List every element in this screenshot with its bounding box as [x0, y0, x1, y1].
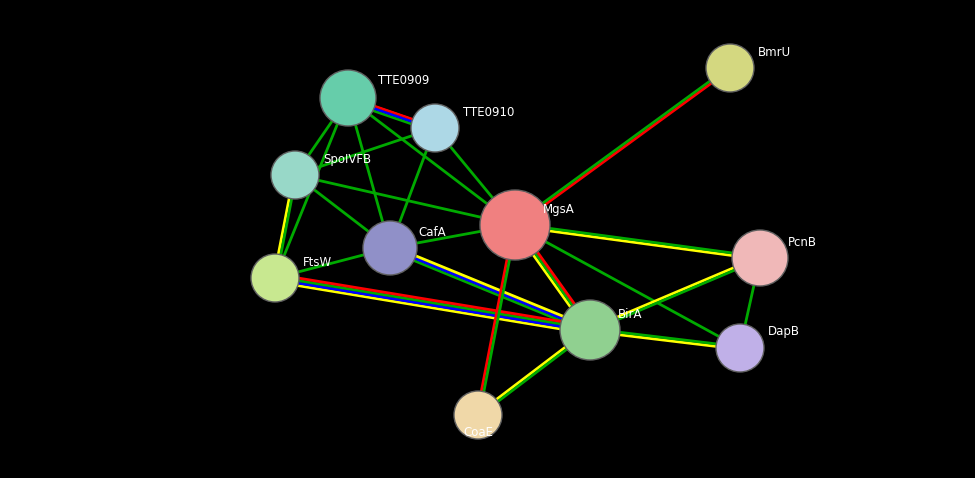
Circle shape [560, 300, 620, 360]
Circle shape [363, 221, 417, 275]
Circle shape [320, 70, 376, 126]
Text: MgsA: MgsA [543, 203, 574, 216]
Text: TTE0909: TTE0909 [378, 74, 429, 87]
Circle shape [716, 324, 764, 372]
Text: PcnB: PcnB [788, 236, 817, 249]
Text: DapB: DapB [768, 326, 800, 338]
Text: TTE0910: TTE0910 [463, 106, 515, 119]
Circle shape [251, 254, 299, 302]
Circle shape [706, 44, 754, 92]
Text: SpoIVFB: SpoIVFB [323, 152, 371, 165]
Circle shape [732, 230, 788, 286]
Text: BmrU: BmrU [758, 45, 791, 58]
Circle shape [454, 391, 502, 439]
Circle shape [411, 104, 459, 152]
Text: BirA: BirA [618, 307, 643, 321]
Text: FtsW: FtsW [303, 256, 332, 269]
Circle shape [480, 190, 550, 260]
Text: CoaE: CoaE [463, 426, 493, 439]
Circle shape [271, 151, 319, 199]
Text: CafA: CafA [418, 226, 446, 239]
